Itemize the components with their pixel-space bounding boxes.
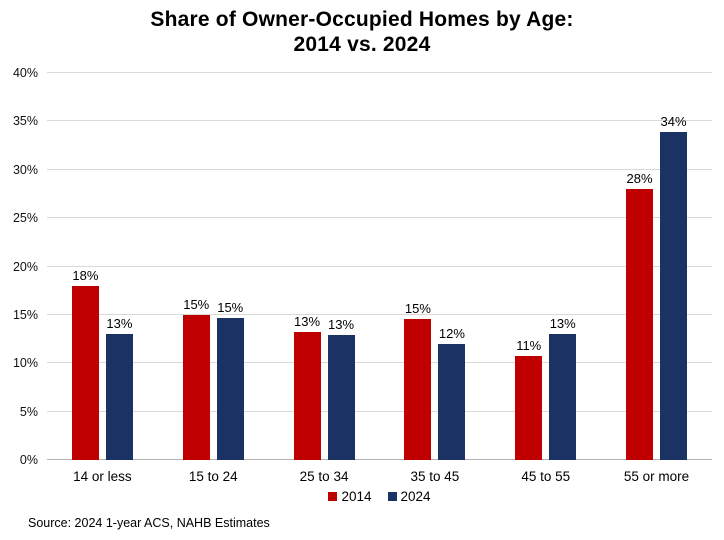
gridline bbox=[47, 120, 712, 122]
gridline bbox=[47, 168, 712, 170]
bar-value-label-2024-25-to-34: 13% bbox=[328, 317, 355, 333]
legend-swatch-icon bbox=[328, 492, 338, 501]
bar-2014-25-to-34 bbox=[293, 332, 321, 460]
bar-value-label-2014-35-to-45: 15% bbox=[404, 300, 431, 316]
bar-2014-14-or-less bbox=[71, 285, 99, 460]
y-axis-tick-label: 15% bbox=[12, 307, 38, 322]
bar-2014-45-to-55 bbox=[515, 356, 543, 460]
bar-group-25-to-34: 13% 13% 25 to 34 bbox=[269, 73, 380, 484]
y-axis-tick-label: 35% bbox=[12, 114, 38, 129]
bar-wrap-2014-55-or-more: 28% bbox=[626, 171, 654, 460]
gridline bbox=[47, 217, 712, 219]
bar-value-label-2024-14-or-less: 13% bbox=[106, 316, 133, 332]
legend-label-2014: 2014 bbox=[341, 489, 372, 504]
bar-value-label-2014-14-or-less: 18% bbox=[72, 267, 99, 283]
bar-value-label-2024-55-or-more: 34% bbox=[660, 114, 687, 130]
category-label-35-to-45: 35 to 45 bbox=[410, 469, 460, 484]
bar-value-label-2014-45-to-55: 11% bbox=[516, 338, 542, 354]
gridline bbox=[47, 72, 712, 73]
y-axis-tick-label: 0% bbox=[19, 453, 38, 467]
bar-wrap-2014-25-to-34: 13% bbox=[293, 314, 321, 460]
category-label-55-or-more: 55 or more bbox=[623, 469, 690, 484]
bar-group-45-to-55: 11% 13% 45 to 55 bbox=[490, 73, 601, 484]
y-axis-tick-label: 25% bbox=[12, 211, 38, 226]
x-axis-line bbox=[47, 459, 712, 460]
legend-swatch-icon bbox=[387, 492, 397, 501]
y-axis-tick-label: 20% bbox=[12, 259, 38, 274]
bar-2014-35-to-45 bbox=[404, 318, 432, 460]
bar-group-15-to-24: 15% 15% 15 to 24 bbox=[158, 73, 269, 484]
gridline bbox=[47, 313, 712, 315]
bar-2014-55-or-more bbox=[626, 189, 654, 460]
bar-2024-14-or-less bbox=[105, 334, 133, 460]
plot-area: 0% 5% 10% 15% 20% 25% 30% 35% 40% 18% 13% 14 or le… bbox=[13, 66, 712, 484]
bar-wrap-2024-14-or-less: 13% bbox=[105, 316, 133, 460]
category-label-14-or-less: 14 or less bbox=[73, 469, 132, 484]
bar-wrap-2014-15-to-24: 15% bbox=[182, 297, 210, 460]
category-label-25-to-34: 25 to 34 bbox=[299, 469, 349, 484]
bar-wrap-2024-35-to-45: 12% bbox=[438, 326, 466, 460]
gridline bbox=[47, 410, 712, 412]
category-label-15-to-24: 15 to 24 bbox=[188, 469, 238, 484]
bar-wrap-2024-45-to-55: 13% bbox=[549, 316, 577, 460]
legend-item-2024: 2024 bbox=[387, 489, 431, 504]
bar-wrap-2014-14-or-less: 18% bbox=[71, 268, 99, 460]
y-axis-tick-label: 40% bbox=[12, 66, 38, 80]
bar-wrap-2024-15-to-24: 15% bbox=[216, 300, 244, 460]
bar-2024-55-or-more bbox=[660, 132, 688, 460]
legend-label-2024: 2024 bbox=[400, 489, 431, 504]
bar-group-55-or-more: 28% 34% 55 or more bbox=[601, 73, 712, 484]
chart-title: Share of Owner-Occupied Homes by Age: 20… bbox=[150, 8, 574, 56]
bar-2024-35-to-45 bbox=[438, 343, 466, 460]
gridline bbox=[47, 265, 712, 267]
y-axis-tick-label: 10% bbox=[12, 356, 38, 371]
bar-2024-45-to-55 bbox=[549, 334, 577, 460]
bar-2024-15-to-24 bbox=[216, 317, 244, 460]
bar-wrap-2014-35-to-45: 15% bbox=[404, 301, 432, 460]
y-axis-tick-label: 5% bbox=[19, 404, 38, 419]
source-note: Source: 2024 1-year ACS, NAHB Estimates bbox=[28, 516, 270, 530]
bar-value-label-2014-25-to-34: 13% bbox=[294, 314, 321, 330]
category-label-45-to-55: 45 to 55 bbox=[521, 469, 571, 484]
gridline bbox=[47, 362, 712, 364]
bar-value-label-2024-35-to-45: 12% bbox=[438, 325, 465, 341]
bar-value-label-2024-15-to-24: 15% bbox=[217, 299, 244, 315]
bar-value-label-2024-45-to-55: 13% bbox=[549, 316, 576, 332]
bar-groups: 18% 13% 14 or less 15% 15% 15 to 24 13% 13% 25 t… bbox=[47, 73, 712, 484]
bar-wrap-2024-55-or-more: 34% bbox=[660, 114, 688, 460]
bar-group-35-to-45: 15% 12% 35 to 45 bbox=[379, 73, 490, 484]
bar-wrap-2024-25-to-34: 13% bbox=[327, 317, 355, 460]
bar-wrap-2014-45-to-55: 11% bbox=[515, 338, 543, 460]
y-axis-tick-label: 30% bbox=[12, 162, 38, 177]
bar-group-14-or-less: 18% 13% 14 or less bbox=[47, 73, 158, 484]
legend-item-2014: 2014 bbox=[328, 489, 372, 504]
bar-value-label-2014-15-to-24: 15% bbox=[183, 296, 210, 312]
bar-value-label-2014-55-or-more: 28% bbox=[626, 171, 653, 187]
legend: 2014 2024 bbox=[47, 489, 712, 504]
bar-2024-25-to-34 bbox=[327, 335, 355, 460]
bar-2014-15-to-24 bbox=[182, 314, 210, 460]
